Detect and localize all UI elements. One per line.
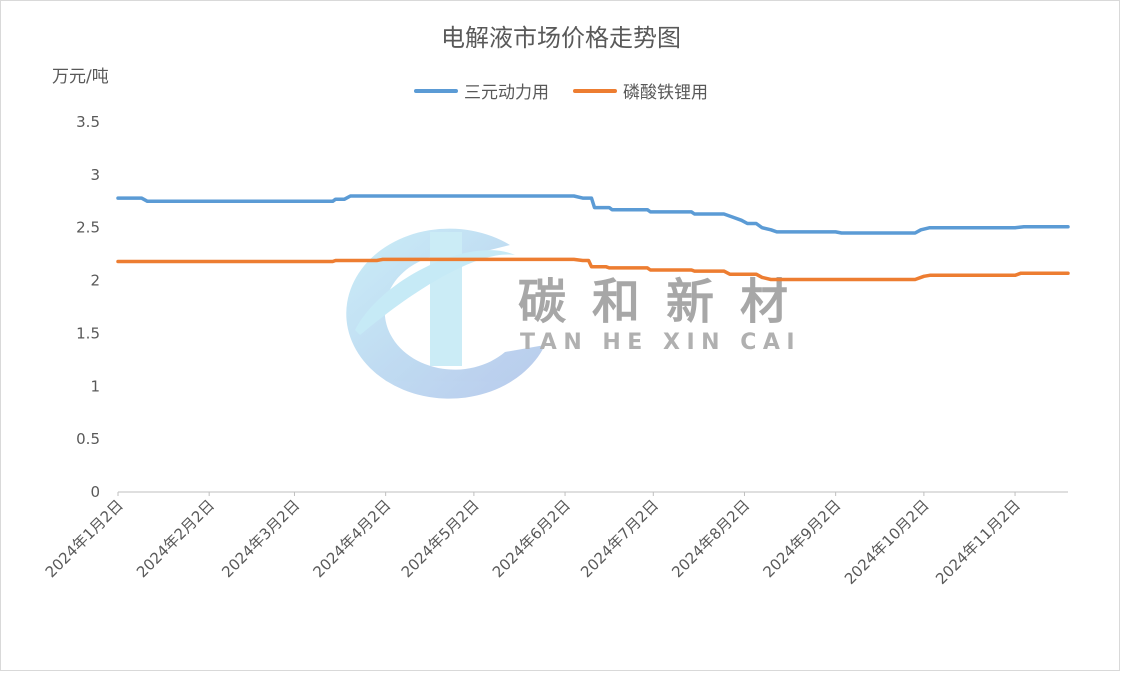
series-lines — [116, 194, 1070, 282]
y-tick-label: 1 — [90, 377, 100, 395]
chart-title: 电解液市场价格走势图 — [441, 24, 681, 52]
x-tick-label: 2024年2月2日 — [133, 496, 218, 581]
chart-legend: 三元动力用 磷酸铁锂用 — [0, 78, 1122, 103]
x-tick-label: 2024年10月2日 — [841, 496, 933, 588]
legend-label-ternary: 三元动力用 — [464, 83, 549, 103]
x-tick-label: 2024年11月2日 — [932, 496, 1024, 588]
x-tick-label: 2024年8月2日 — [668, 496, 753, 581]
y-tick-label: 2 — [90, 272, 100, 290]
x-tick-label: 2024年6月2日 — [489, 496, 574, 581]
x-tick-label: 2024年7月2日 — [577, 496, 662, 581]
y-tick-label: 0 — [90, 483, 100, 501]
watermark-logo: 碳和新材 TAN HE XIN CAI — [346, 228, 814, 399]
legend-swatch-lfp — [573, 88, 617, 93]
x-tick-label: 2024年9月2日 — [759, 496, 844, 581]
y-tick-label: 3 — [90, 166, 100, 184]
series-line-ternary — [116, 194, 1070, 235]
watermark-ring-icon — [346, 228, 545, 399]
legend-item-ternary[interactable]: 三元动力用 — [414, 78, 549, 103]
series-line-lfp — [116, 257, 1070, 282]
x-tick-label: 2024年3月2日 — [218, 496, 303, 581]
watermark-stem-icon — [430, 232, 462, 366]
watermark-swoosh-icon — [355, 250, 515, 335]
y-tick-label: 1.5 — [76, 324, 100, 342]
watermark-text-en: TAN HE XIN CAI — [520, 330, 801, 355]
y-axis-unit-label: 万元/吨 — [52, 67, 109, 87]
x-tick-label: 2024年5月2日 — [398, 496, 483, 581]
x-tick-label: 2024年4月2日 — [309, 496, 394, 581]
y-tick-label: 2.5 — [76, 219, 100, 237]
y-tick-label: 0.5 — [76, 430, 100, 448]
legend-label-lfp: 磷酸铁锂用 — [623, 83, 708, 103]
legend-swatch-ternary — [414, 88, 458, 93]
legend-item-lfp[interactable]: 磷酸铁锂用 — [573, 78, 708, 103]
y-tick-label: 3.5 — [76, 113, 100, 131]
watermark-text-cn: 碳和新材 — [518, 274, 814, 330]
x-tick-label: 2024年1月2日 — [42, 496, 127, 581]
